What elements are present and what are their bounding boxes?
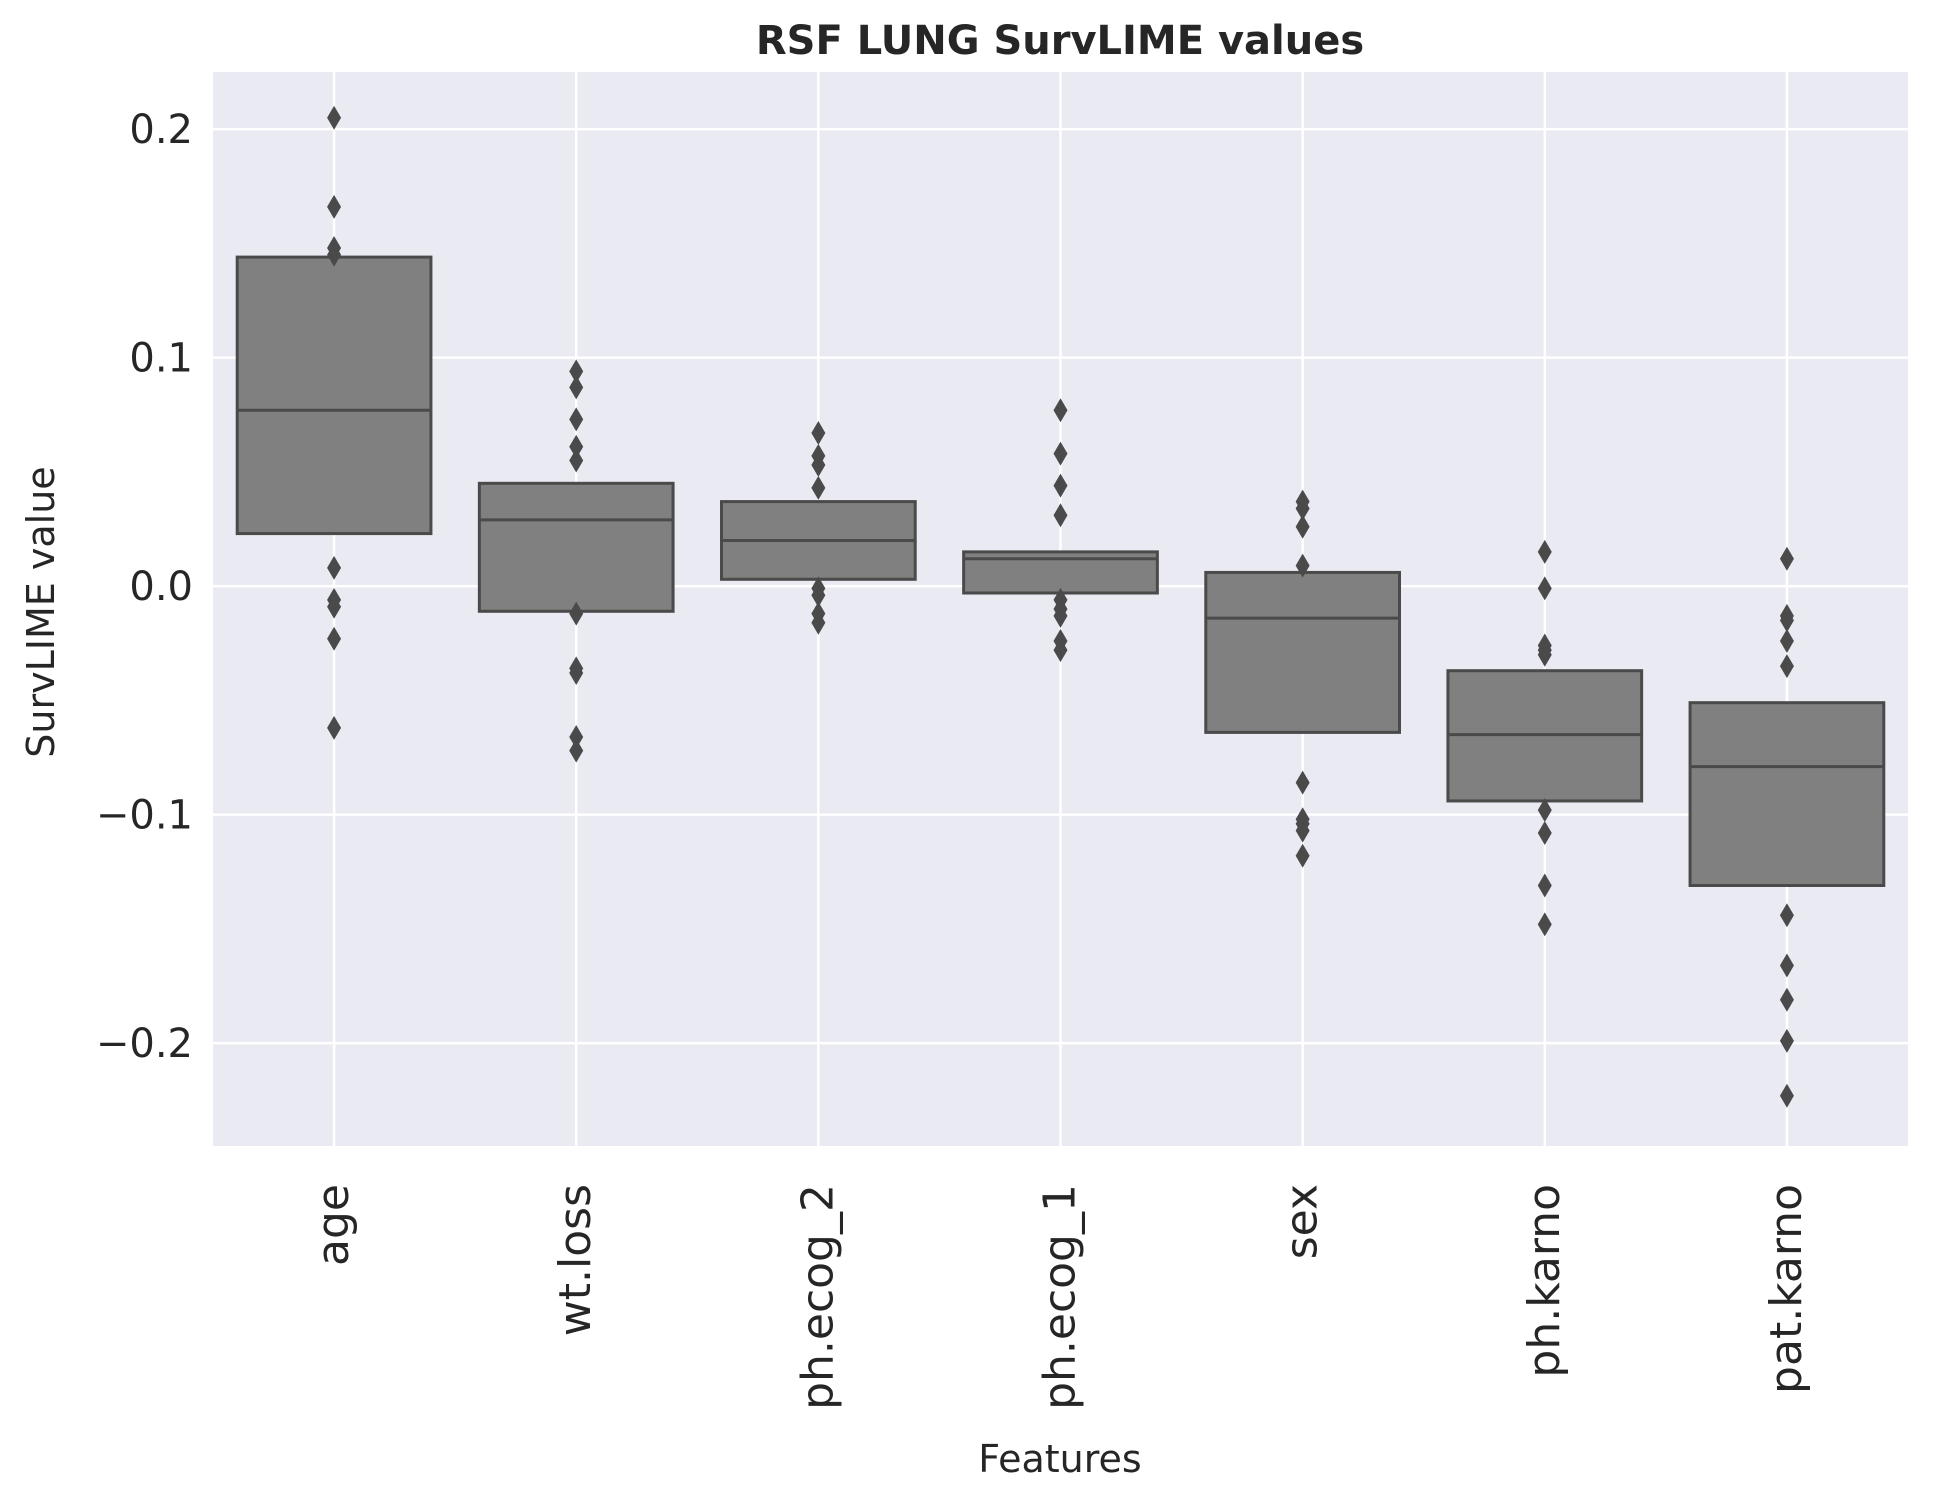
outlier-point [1053, 473, 1068, 498]
x-tick-label: ph.karno [1519, 1184, 1570, 1378]
x-axis-label: Features [978, 1437, 1141, 1481]
outlier-point [1779, 654, 1794, 679]
x-tick-label: ph.ecog_1 [1035, 1184, 1086, 1410]
outlier-point [1053, 603, 1068, 628]
outlier-point [1053, 441, 1068, 466]
outlier-point [1053, 638, 1068, 663]
outlier-point [1537, 642, 1552, 667]
y-tick-label: 0.0 [129, 564, 193, 610]
x-tick-label: pat.karno [1761, 1184, 1812, 1394]
outlier-point [1295, 770, 1310, 795]
outlier-point [1779, 1083, 1794, 1108]
y-tick-label: −0.1 [96, 793, 193, 839]
x-tick-label: age [308, 1184, 359, 1266]
y-tick-label: −0.2 [96, 1021, 193, 1067]
box-pat.karno [1688, 701, 1886, 887]
y-tick-label: 0.2 [129, 107, 193, 153]
outlier-point [1779, 953, 1794, 978]
outlier-point [1537, 912, 1552, 937]
y-tick-labels: −0.2 −0.1 0.0 0.1 0.2 [96, 107, 193, 1067]
x-tick-label: wt.loss [550, 1184, 601, 1336]
outlier-point [569, 375, 584, 400]
outlier-layer [327, 105, 1794, 1108]
outlier-point [1779, 1028, 1794, 1053]
outlier-point [327, 194, 342, 219]
y-tick-label: 0.1 [129, 336, 193, 382]
outlier-point [1537, 539, 1552, 564]
outlier-point [1053, 503, 1068, 528]
chart-title: RSF LUNG SurvLIME values [756, 18, 1364, 64]
outlier-point [811, 475, 826, 500]
box-sex [1204, 570, 1402, 734]
x-tick-labels: age wt.loss ph.ecog_2 ph.ecog_1 sex ph.karno p… [308, 1184, 1812, 1410]
outlier-point [569, 434, 584, 459]
box-layer [235, 255, 1886, 887]
outlier-point [1295, 818, 1310, 843]
outlier-point [1053, 398, 1068, 423]
outlier-point [327, 105, 342, 130]
outlier-point [569, 407, 584, 432]
outlier-point [811, 610, 826, 635]
outlier-point [1295, 496, 1310, 521]
outlier-point [327, 594, 342, 619]
outlier-point [1537, 576, 1552, 601]
outlier-point [811, 583, 826, 608]
outlier-point [1537, 820, 1552, 845]
outlier-point [1295, 553, 1310, 578]
outlier-point [569, 359, 584, 384]
outlier-point [1537, 873, 1552, 898]
outlier-point [569, 601, 584, 626]
outlier-point [811, 421, 826, 446]
box-wt.loss [477, 481, 675, 613]
outlier-point [569, 660, 584, 685]
outlier-point [569, 738, 584, 763]
outlier-point [1779, 628, 1794, 653]
x-tick-label: ph.ecog_2 [792, 1184, 843, 1410]
outlier-point [327, 242, 342, 267]
outlier-point [327, 555, 342, 580]
outlier-point [569, 724, 584, 749]
outlier-point [1779, 987, 1794, 1012]
outlier-point [811, 453, 826, 478]
outlier-point [1779, 546, 1794, 571]
box-age [235, 255, 433, 536]
outlier-point [1779, 608, 1794, 633]
y-axis-label: SurvLIME value [19, 466, 63, 757]
outlier-point [327, 626, 342, 651]
outlier-point [1537, 798, 1552, 823]
outlier-point [327, 715, 342, 740]
x-tick-label: sex [1277, 1184, 1328, 1259]
outlier-point [1295, 843, 1310, 868]
outlier-point [569, 448, 584, 473]
outlier-point [1779, 903, 1794, 928]
outlier-point [1295, 514, 1310, 539]
